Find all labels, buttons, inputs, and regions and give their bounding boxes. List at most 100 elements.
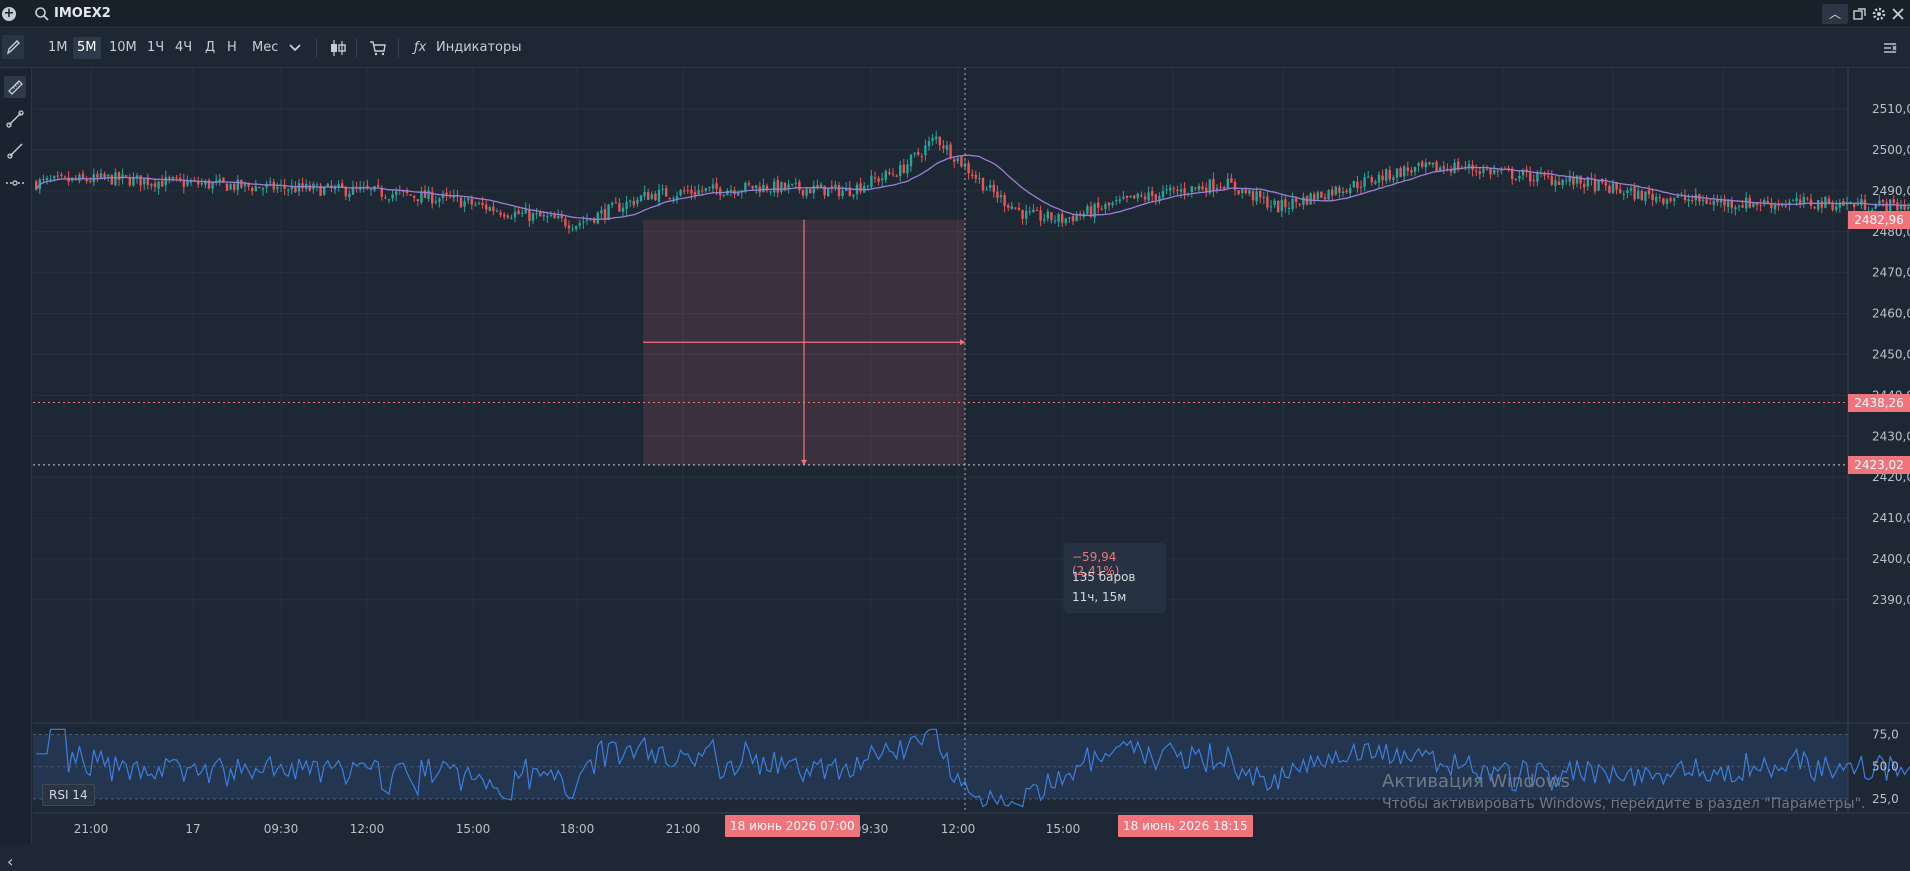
candle-body <box>157 181 160 189</box>
candle-body <box>1442 166 1445 169</box>
candle-body <box>204 180 207 185</box>
candle-body <box>1662 198 1665 204</box>
candle-body <box>1532 179 1535 181</box>
chevron-left-icon[interactable]: ‹ <box>7 852 14 871</box>
candle-body <box>1647 190 1651 195</box>
candle-body <box>477 202 481 204</box>
candle-body <box>45 177 49 180</box>
timeframe-week[interactable]: Н <box>227 40 237 55</box>
candle-body <box>369 189 373 191</box>
candle-body <box>672 198 675 200</box>
candle-body <box>989 184 992 188</box>
collapse-button[interactable]: ︿ <box>1822 4 1848 24</box>
draw-tool-button[interactable] <box>2 35 24 59</box>
ticker-title[interactable]: IMOEX2 <box>54 6 111 21</box>
trend-line-icon[interactable] <box>4 108 26 130</box>
candle-body <box>1457 161 1460 170</box>
candle-body <box>431 191 434 204</box>
candle-body <box>233 183 236 190</box>
candle-body <box>251 187 254 192</box>
timeframe-10m[interactable]: 10М <box>109 40 137 55</box>
timeframe-day[interactable]: Д <box>205 40 216 55</box>
candle-body <box>1449 169 1453 173</box>
candle-body <box>1784 205 1787 207</box>
candle-body <box>1367 176 1370 178</box>
candle-body <box>1827 198 1831 204</box>
candle-body <box>841 190 844 196</box>
candle-body <box>1514 178 1517 180</box>
candle-body <box>290 185 293 190</box>
candle-body <box>1086 206 1089 214</box>
candle-body <box>654 193 657 201</box>
candle-body <box>1212 179 1215 191</box>
candle-body <box>315 184 319 186</box>
candle-body <box>1766 201 1769 205</box>
candle-body <box>956 157 959 162</box>
candle-body <box>1475 170 1478 172</box>
candle-body <box>1068 217 1071 219</box>
candle-body <box>1104 204 1107 209</box>
price-chart[interactable]: 2510,002500,002490,002480,002470,002460,… <box>33 68 1910 844</box>
search-icon[interactable] <box>34 6 50 22</box>
candles-chart-type-icon[interactable] <box>328 38 348 58</box>
candle-body <box>1140 195 1143 197</box>
candle-body <box>1431 162 1435 165</box>
time-label: 12:00 <box>349 822 385 836</box>
candle-body <box>528 209 531 221</box>
cart-icon[interactable] <box>368 38 388 58</box>
indicators-button[interactable]: Индикаторы <box>436 40 522 55</box>
candle-body <box>218 178 221 183</box>
add-icon[interactable]: + <box>2 6 16 21</box>
title-bar: + IMOEX2 ︿ <box>0 0 1910 28</box>
candle-body <box>1345 190 1348 193</box>
candle-body <box>693 192 697 195</box>
timeframe-4h[interactable]: 4Ч <box>175 40 193 55</box>
timeframe-month[interactable]: Мес <box>252 40 279 55</box>
price-tick-label: 2510,00 <box>1872 102 1910 116</box>
ray-icon[interactable] <box>4 140 26 162</box>
candle-body <box>1223 186 1226 189</box>
candle-body <box>1298 203 1301 205</box>
settings-gear-icon[interactable] <box>1871 6 1887 22</box>
close-icon[interactable] <box>1890 6 1906 22</box>
candle-body <box>1053 220 1057 222</box>
candle-body <box>1194 187 1197 189</box>
candle-body <box>323 187 326 195</box>
candle-body <box>1716 199 1719 203</box>
candle-body <box>726 190 729 196</box>
horizontal-line-icon[interactable] <box>4 172 26 194</box>
candle-body <box>1683 195 1687 201</box>
candle-body <box>794 182 797 184</box>
candle-body <box>1439 167 1442 172</box>
timeframe-5m[interactable]: 5М <box>73 37 101 59</box>
candle-body <box>1565 180 1568 182</box>
measure-tooltip: −59,94 (2,41%) 135 баров 11ч, 15м <box>1064 543 1166 613</box>
candle-body <box>715 183 718 190</box>
candle-body <box>1025 210 1028 219</box>
timeframe-1h[interactable]: 1Ч <box>147 40 165 55</box>
candle-body <box>1637 190 1640 199</box>
candle-body <box>117 172 121 180</box>
candle-body <box>1752 203 1755 207</box>
fx-icon[interactable]: ƒx <box>414 40 427 55</box>
candle-body <box>647 192 650 200</box>
layout-settings-icon[interactable] <box>1882 40 1898 56</box>
timeframe-1m[interactable]: 1М <box>48 40 68 55</box>
candle-body <box>413 196 416 198</box>
candle-body <box>729 190 733 192</box>
detach-window-icon[interactable] <box>1852 6 1868 22</box>
measure-duration: 11ч, 15м <box>1072 590 1127 604</box>
price-tick-label: 2390,00 <box>1872 593 1910 607</box>
candle-body <box>1295 198 1298 203</box>
candle-body <box>171 177 175 179</box>
candle-body <box>164 176 167 186</box>
price-axis[interactable]: 2510,002500,002490,002480,002470,002460,… <box>1872 102 1910 607</box>
ruler-icon[interactable] <box>4 76 26 98</box>
chevron-down-icon[interactable] <box>288 42 302 54</box>
price-tick-label: 2430,00 <box>1872 429 1910 443</box>
candle-body <box>441 193 445 199</box>
rsi-indicator-label[interactable]: RSI 14 <box>42 784 95 806</box>
candle-body <box>1208 179 1211 193</box>
candle-body <box>150 184 153 186</box>
price-tick-label: 2460,00 <box>1872 307 1910 321</box>
